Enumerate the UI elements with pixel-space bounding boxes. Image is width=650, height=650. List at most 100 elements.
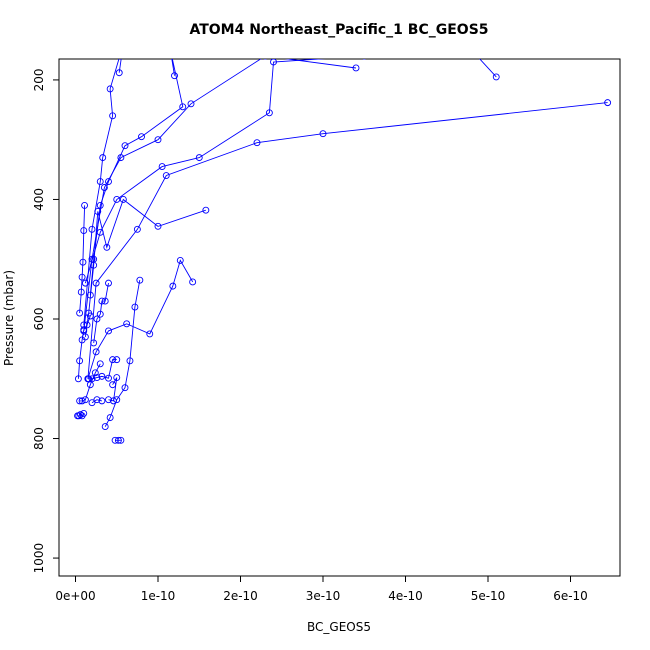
data-point <box>78 336 86 344</box>
data-point <box>76 357 84 365</box>
data-point <box>179 103 187 111</box>
data-point <box>78 397 86 405</box>
profile-line-6 <box>84 198 206 337</box>
data-point <box>80 409 88 417</box>
data-point <box>101 423 109 431</box>
profile-line-3 <box>84 59 497 284</box>
y-tick-label: 200 <box>32 68 46 91</box>
y-tick-label: 400 <box>32 188 46 211</box>
profile-line-5 <box>83 59 122 326</box>
data-point <box>352 64 360 72</box>
profile-line-8 <box>104 280 141 427</box>
profile-line-1 <box>83 59 357 331</box>
data-point <box>100 184 108 191</box>
data-point <box>113 374 121 382</box>
data-point <box>106 85 114 93</box>
data-point <box>138 133 145 141</box>
data-point <box>253 139 261 147</box>
data-point <box>265 109 273 117</box>
data-point <box>81 201 89 209</box>
chart-title: ATOM4 Northeast_Pacific_1 BC_GEOS5 <box>189 22 488 38</box>
data-point <box>123 320 131 328</box>
plot-frame <box>58 58 621 577</box>
data-point <box>96 310 104 318</box>
data-point <box>105 279 112 287</box>
data-point <box>76 309 84 317</box>
data-point <box>94 207 102 215</box>
data-point <box>91 369 99 377</box>
x-tick-label: 6e-10 <box>553 589 588 603</box>
profile-line-7 <box>87 259 194 379</box>
x-tick-label: 3e-10 <box>306 589 341 603</box>
x-axis-label: BC_GEOS5 <box>307 620 371 634</box>
data-point <box>77 288 85 296</box>
data-point <box>109 112 117 120</box>
profile-line-17 <box>108 377 118 402</box>
profile-line-13 <box>79 363 101 402</box>
data-point <box>93 374 101 382</box>
data-point <box>98 297 106 305</box>
x-axis: 0e+00 1e-10 2e-10 3e-10 4e-10 5e-10 6e-10 <box>55 575 588 603</box>
data-point <box>88 399 96 407</box>
y-axis-label: Pressure (mbar) <box>2 270 16 366</box>
data-point <box>81 279 89 287</box>
data-point <box>176 256 184 264</box>
data-point <box>90 261 98 269</box>
data-point <box>78 273 86 281</box>
data-point <box>90 339 98 347</box>
profile-line-2 <box>87 102 608 379</box>
data-point <box>81 396 89 404</box>
data-point <box>121 384 129 392</box>
data-point <box>121 142 129 150</box>
data-point <box>136 276 144 284</box>
data-point <box>169 282 177 290</box>
series-group <box>74 47 612 444</box>
data-point <box>146 330 154 338</box>
data-point <box>604 99 612 107</box>
x-tick-label: 5e-10 <box>471 589 506 603</box>
data-point <box>80 227 88 234</box>
plot-area <box>74 47 612 444</box>
data-point <box>187 100 195 108</box>
data-point <box>263 59 267 60</box>
data-point <box>98 372 106 380</box>
data-point <box>492 73 500 81</box>
x-tick-label: 0e+00 <box>55 589 95 603</box>
data-point <box>86 381 94 389</box>
data-point <box>119 196 127 203</box>
data-point <box>86 312 94 320</box>
data-point <box>319 130 327 138</box>
data-point <box>469 47 475 53</box>
data-point <box>109 397 117 405</box>
data-point <box>362 59 366 60</box>
x-tick-label: 4e-10 <box>388 589 423 603</box>
data-point <box>74 375 82 383</box>
data-point <box>79 258 87 266</box>
data-point <box>105 396 112 404</box>
data-point <box>117 436 125 444</box>
data-point <box>96 360 104 368</box>
data-point <box>171 72 178 80</box>
data-point <box>80 326 88 334</box>
y-tick-label: 800 <box>32 427 46 450</box>
data-point <box>113 356 121 364</box>
data-point <box>154 136 162 144</box>
data-point <box>105 327 112 335</box>
data-point <box>99 154 107 162</box>
y-tick-label: 600 <box>32 308 46 331</box>
data-point <box>98 397 106 405</box>
data-point <box>162 172 170 179</box>
data-point <box>92 348 100 356</box>
data-point <box>83 321 91 329</box>
data-point <box>202 206 210 214</box>
data-point <box>154 222 162 230</box>
data-point <box>133 225 141 233</box>
data-point <box>106 414 114 422</box>
profile-line-4 <box>89 59 184 296</box>
y-tick-label: 1000 <box>32 543 46 574</box>
data-point <box>103 243 111 251</box>
x-tick-label: 2e-10 <box>223 589 258 603</box>
data-point <box>105 374 112 382</box>
data-point <box>270 59 277 66</box>
